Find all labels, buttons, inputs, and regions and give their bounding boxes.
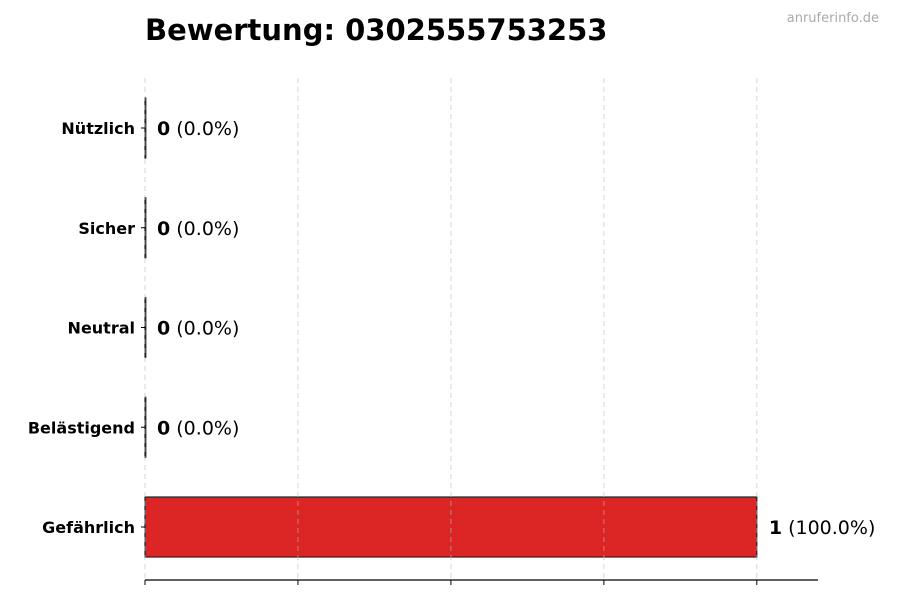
value-label: 0 [157,417,170,439]
value-label: 0 [157,118,170,140]
y-tick-label: Sicher [78,219,135,238]
percent-label: (100.0%) [782,517,875,539]
value-label: 0 [157,318,170,340]
value-label: 1 [769,517,782,539]
y-tick-label: Neutral [68,319,135,338]
percent-label: (0.0%) [170,417,239,439]
data-label: 0 (0.0%) [157,318,239,340]
data-label: 0 (0.0%) [157,218,239,240]
data-label: 0 (0.0%) [157,417,239,439]
y-tick-label: Belästigend [28,418,135,437]
value-label: 0 [157,218,170,240]
data-label: 0 (0.0%) [157,118,239,140]
y-tick-label: Nützlich [61,119,135,138]
percent-label: (0.0%) [170,118,239,140]
chart-title: Bewertung: 0302555753253 [145,13,607,47]
percent-label: (0.0%) [170,218,239,240]
y-tick-label: Gefährlich [42,518,135,537]
watermark: anruferinfo.de [787,11,879,26]
percent-label: (0.0%) [170,318,239,340]
data-label: 1 (100.0%) [769,517,876,539]
